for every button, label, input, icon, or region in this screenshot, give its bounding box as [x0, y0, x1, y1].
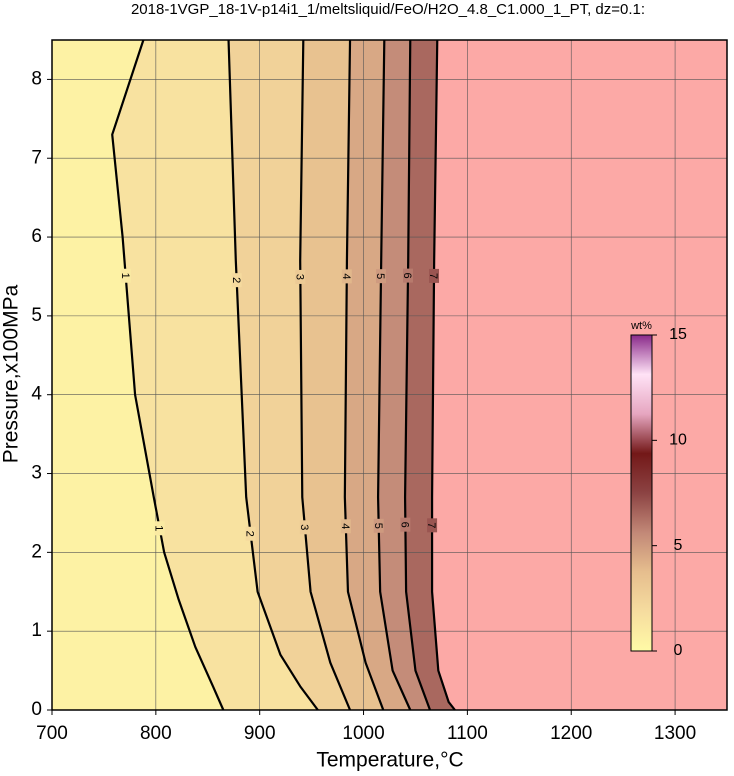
contour-label: 5	[372, 523, 384, 529]
contour-label-bg	[231, 273, 242, 288]
contour-label: 5	[374, 273, 386, 279]
contour-label: 6	[401, 273, 413, 279]
contour-label-bg	[245, 526, 256, 541]
contour-label-bg	[340, 519, 351, 534]
contour-label-bg	[427, 518, 438, 533]
colorbar-tick-label: 10	[669, 432, 687, 449]
colorbar-tick-label: 0	[674, 642, 683, 659]
contour-label-bg	[429, 268, 440, 283]
contour-label: 6	[398, 522, 410, 528]
contour-label: 7	[427, 273, 439, 279]
y-tick-label: 0	[31, 699, 42, 720]
y-tick-label: 2	[31, 541, 42, 562]
contour-line	[299, 39, 352, 711]
contour-label-bg	[400, 517, 411, 532]
contour-label-bg	[373, 518, 384, 533]
colorbar	[630, 334, 653, 652]
contour-band	[228, 40, 351, 710]
contour-label: 3	[293, 274, 305, 280]
contour-band	[405, 40, 455, 710]
y-tick-label: 5	[31, 305, 42, 326]
x-tick-label: 1300	[654, 723, 696, 744]
contour-band	[344, 40, 411, 710]
colorbar-tick-label: 5	[674, 537, 683, 554]
contour-label: 4	[340, 273, 352, 279]
contour-label-bg	[341, 269, 352, 284]
x-tick-label: 700	[36, 723, 68, 744]
contour-line	[430, 39, 456, 711]
contour-band	[112, 40, 318, 710]
y-tick-label: 8	[31, 68, 42, 89]
contour-label: 2	[244, 531, 256, 537]
contour-label: 2	[230, 277, 242, 283]
contour-line	[376, 39, 412, 711]
contour-line	[343, 39, 385, 711]
contour-label-bg	[299, 520, 310, 535]
x-tick-label: 800	[140, 723, 172, 744]
colorbar-tick-label: 15	[669, 326, 687, 343]
contour-line	[227, 39, 319, 711]
contour-band	[378, 40, 430, 710]
x-tick-label: 1000	[342, 723, 384, 744]
x-tick-label: 1100	[447, 723, 488, 744]
contour-label: 7	[425, 522, 437, 528]
contour-label-bg	[402, 268, 413, 283]
y-tick-label: 4	[31, 384, 42, 405]
chart-title: 2018-1VGP_18-1V-p14i1_1/meltsliquid/FeO/…	[131, 1, 645, 18]
x-tick-label: 900	[244, 723, 276, 744]
contour-band	[300, 40, 384, 710]
x-axis-label: Temperature,°C	[316, 749, 463, 772]
y-tick-label: 3	[31, 463, 42, 484]
y-axis-label: Pressure,x100MPa	[0, 284, 23, 463]
y-tick-label: 6	[31, 226, 42, 247]
contour-label: 1	[119, 273, 131, 279]
contour-line	[403, 39, 432, 711]
contour-label: 3	[298, 524, 310, 530]
contour-band	[52, 40, 224, 710]
y-tick-label: 1	[31, 620, 42, 641]
colorbar-label: wt%	[630, 320, 652, 332]
contour-label-bg	[295, 269, 306, 284]
plot-frame	[51, 39, 728, 711]
y-tick-label: 7	[31, 147, 42, 168]
x-tick-label: 1200	[550, 723, 592, 744]
contour-label-bg	[120, 268, 131, 283]
contour-label: 1	[153, 525, 165, 531]
nan-region	[432, 40, 727, 710]
contour-label-bg	[154, 521, 165, 536]
contour-label-bg	[375, 269, 386, 284]
contour-label: 4	[339, 523, 351, 529]
